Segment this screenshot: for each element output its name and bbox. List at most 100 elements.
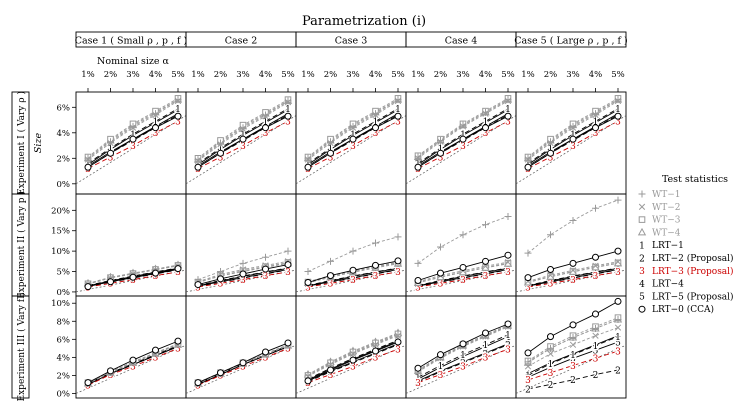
legend-marker — [637, 227, 647, 236]
point-lrt-5: 5 — [240, 274, 246, 284]
point-lrt-0 — [414, 364, 422, 372]
legend-title: Test statistics — [662, 174, 728, 185]
point-lrt-0 — [194, 379, 202, 387]
panel: 1%2%3%4%5%0%2%4%6%5555544444222221111133… — [57, 70, 187, 195]
series-line-wt-2 — [87, 344, 179, 384]
series-line-lrt-3 — [197, 120, 289, 169]
reference-line — [405, 115, 517, 185]
point-lrt-3: 3 — [373, 272, 379, 282]
point-lrt-3: 3 — [263, 354, 269, 364]
point-lrt-3: 3 — [85, 382, 91, 392]
y-tick-label: 5% — [57, 268, 71, 278]
point-lrt-3: 3 — [263, 272, 269, 282]
point-wt-1 — [284, 97, 292, 105]
point-wt-2 — [547, 272, 554, 279]
point-wt-1 — [614, 96, 622, 104]
point-lrt-2: 2 — [328, 278, 334, 288]
point-wt-1 — [569, 217, 577, 225]
x-tick-label: 5% — [171, 70, 185, 80]
x-tick-label: 5% — [391, 70, 405, 80]
point-lrt-2: 2 — [505, 266, 511, 276]
point-lrt-5: 5 — [615, 266, 621, 276]
point-wt-1 — [614, 196, 622, 204]
point-lrt-1: 1 — [175, 105, 181, 115]
point-lrt-1: 1 — [328, 144, 334, 154]
point-wt-1 — [327, 257, 334, 265]
x-tick-label: 2% — [324, 70, 338, 80]
point-lrt-0 — [349, 266, 357, 274]
point-lrt-4: 4 — [593, 119, 599, 129]
point-lrt-0 — [194, 281, 202, 289]
point-lrt-3: 3 — [570, 142, 576, 152]
point-wt-1 — [547, 344, 554, 352]
series-line-lrt-3 — [417, 271, 509, 288]
point-wt-1 — [349, 247, 357, 255]
point-lrt-1: 1 — [570, 272, 576, 282]
y-tick-label: 4% — [57, 129, 71, 139]
reference-line — [75, 115, 187, 185]
point-lrt-4: 4 — [505, 333, 511, 343]
point-lrt-1: 1 — [460, 351, 466, 361]
point-lrt-5: 5 — [570, 355, 576, 365]
point-lrt-3: 3 — [218, 372, 224, 382]
point-wt-1 — [194, 156, 202, 164]
point-lrt-2: 2 — [615, 366, 621, 376]
point-lrt-3: 3 — [483, 129, 489, 139]
x-tick-label: 1% — [301, 70, 315, 80]
point-lrt-0 — [262, 124, 269, 132]
legend-label: WT−1 — [652, 190, 681, 200]
point-lrt-1: 1 — [350, 130, 356, 140]
legend-marker — [638, 305, 646, 313]
point-lrt-3: 3 — [505, 268, 511, 278]
point-lrt-4: 4 — [505, 265, 511, 275]
column-header-label: Case 5 ( Large ρ , p , f ) — [514, 36, 628, 47]
point-lrt-2: 2 — [570, 274, 576, 284]
point-lrt-4: 4 — [175, 343, 181, 353]
point-wt-1 — [524, 358, 532, 366]
point-lrt-0 — [174, 337, 182, 345]
point-lrt-0 — [504, 251, 512, 259]
x-tick-label: 2% — [104, 70, 118, 80]
point-lrt-3: 3 — [328, 153, 334, 163]
point-lrt-4: 4 — [175, 106, 181, 116]
legend-marker: 2 — [639, 254, 645, 264]
series-line-lrt-3 — [307, 271, 399, 288]
point-lrt-3: 3 — [548, 369, 554, 379]
point-lrt-1: 1 — [548, 144, 554, 154]
y-tick-label: 4% — [57, 353, 71, 363]
point-wt-1 — [262, 253, 269, 261]
x-tick-label: 1% — [81, 70, 95, 80]
point-lrt-3: 3 — [373, 129, 379, 139]
point-lrt-0 — [152, 124, 159, 132]
point-lrt-0 — [304, 279, 312, 287]
y-tick-label: 10% — [51, 247, 70, 257]
point-lrt-2: 2 — [570, 376, 576, 386]
point-wt-1 — [437, 243, 444, 251]
column-header-box — [515, 31, 627, 48]
point-lrt-1: 1 — [593, 342, 599, 352]
point-lrt-0 — [239, 270, 247, 278]
point-lrt-0 — [304, 163, 312, 171]
point-lrt-5: 5 — [305, 283, 311, 293]
series-line-lrt-3 — [307, 120, 399, 169]
point-lrt-0 — [217, 369, 224, 377]
point-lrt-0 — [174, 265, 182, 273]
legend-label: WT−4 — [652, 228, 681, 238]
legend-marker: 1 — [639, 242, 645, 252]
point-lrt-3: 3 — [415, 379, 421, 389]
point-lrt-3: 3 — [130, 142, 136, 152]
point-lrt-3: 3 — [175, 118, 181, 128]
reference-line — [185, 344, 297, 394]
reference-line — [295, 115, 407, 185]
series-line-lrt-1 — [307, 108, 399, 164]
series-line-lrt-2 — [197, 269, 289, 288]
point-lrt-2: 2 — [285, 266, 291, 276]
column-header-label: Case 4 — [445, 36, 478, 47]
legend-label: WT−3 — [652, 216, 681, 226]
point-lrt-1: 1 — [263, 268, 269, 278]
point-lrt-0 — [372, 261, 379, 269]
